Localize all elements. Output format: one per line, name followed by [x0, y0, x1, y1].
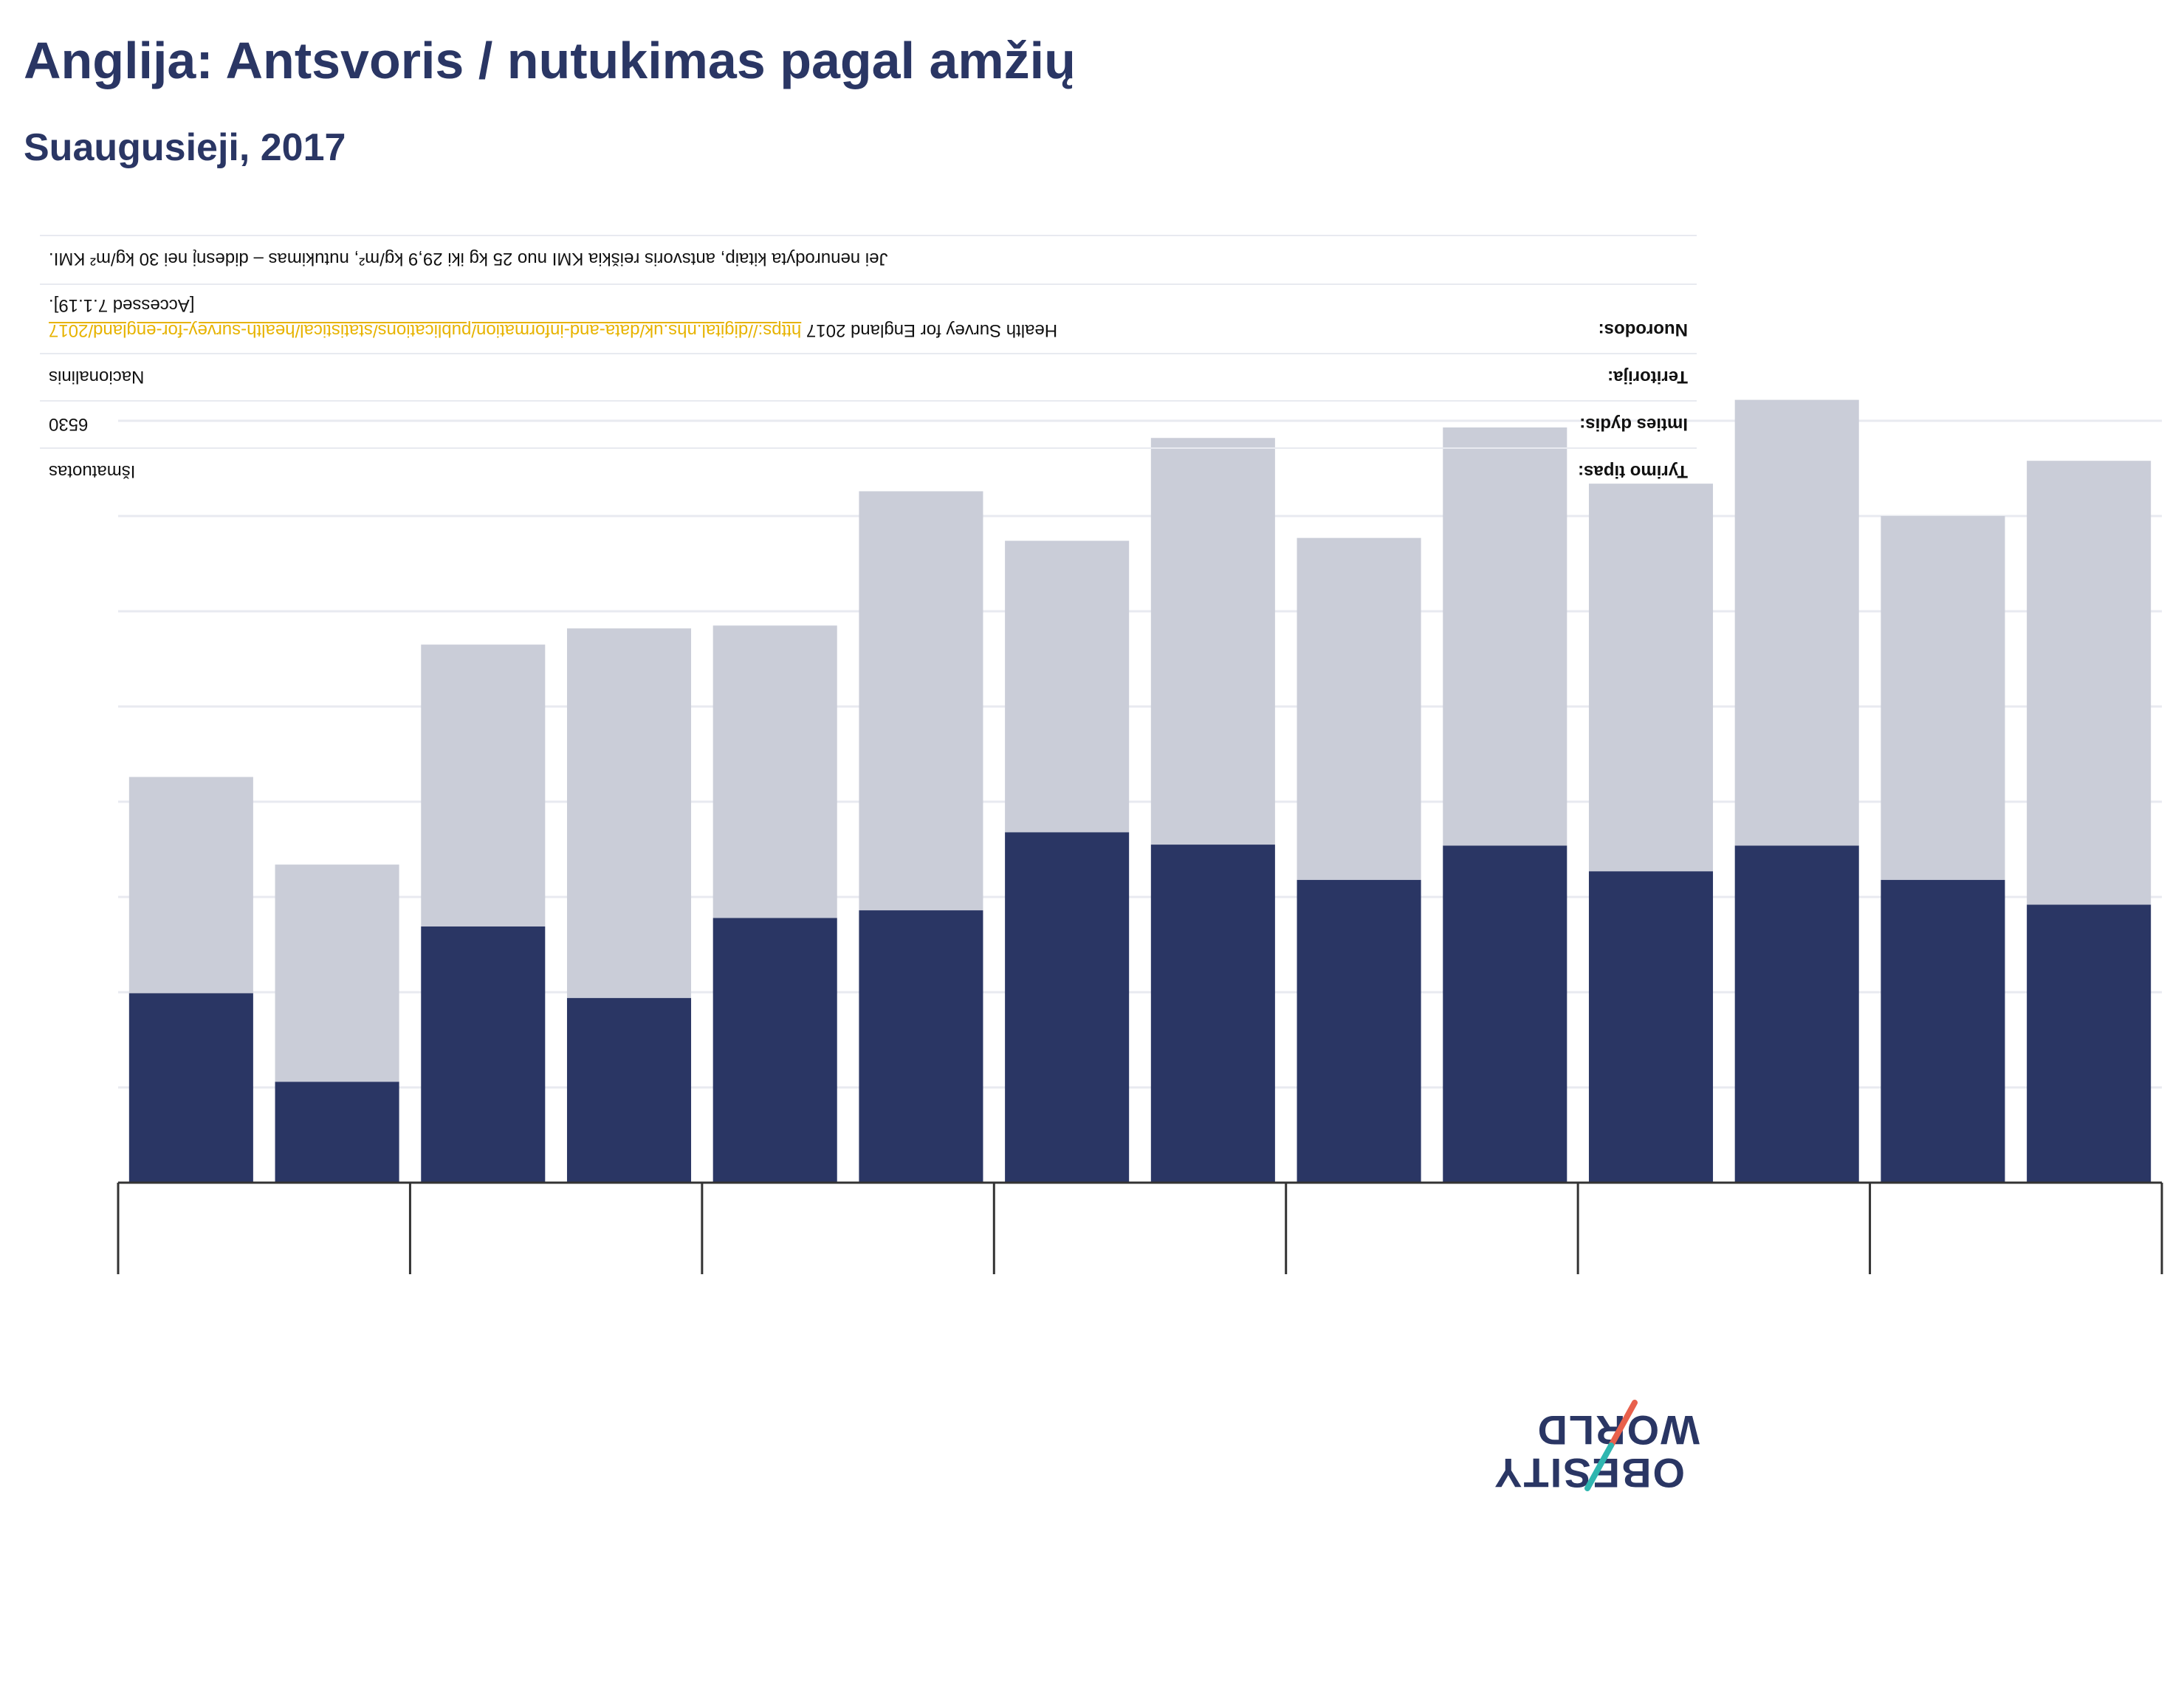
references-label: Nuorodos: — [1598, 320, 1688, 340]
references-link[interactable]: https://digital.nhs.uk/data-and-informat… — [49, 320, 802, 340]
bar-segment-obesity — [1734, 845, 1859, 1183]
references-value: Health Survey for England 2017 https://d… — [49, 292, 1057, 343]
info-row-study: Tyrimo tipas: Išmatuotas — [40, 447, 1697, 495]
bars — [128, 399, 2152, 1183]
bar-segment-obesity — [1150, 845, 1275, 1183]
territory-value: Nacionalinis — [49, 367, 145, 387]
references-accessed: [Accessed 7.1.19]. — [49, 295, 195, 315]
info-row-note: Jei nenurodyta kitaip, antsvoris reiškia… — [40, 235, 1697, 283]
bar-segment-overweight — [566, 628, 692, 998]
note-text: Jei nenurodyta kitaip, antsvoris reiškia… — [49, 249, 888, 269]
territory-label: Teritorija: — [1607, 367, 1688, 387]
bar-segment-overweight — [421, 644, 546, 926]
references-text: Health Survey for England 2017 — [806, 320, 1058, 340]
bar-segment-obesity — [1005, 832, 1130, 1183]
bar-segment-obesity — [2027, 904, 2152, 1183]
bar-segment-obesity — [128, 993, 253, 1183]
bar-segment-overweight — [275, 864, 399, 1082]
sample-value: 6530 — [49, 414, 89, 434]
bar-segment-obesity — [859, 910, 983, 1183]
info-row-sample: Imties dydis: 6530 — [40, 400, 1697, 447]
sample-label: Imties dydis: — [1579, 414, 1688, 434]
bar-segment-overweight — [1150, 438, 1275, 845]
bar-segment-obesity — [712, 918, 837, 1183]
bar-segment-overweight — [1005, 540, 1130, 833]
info-row-territory: Teritorija: Nacionalinis — [40, 353, 1697, 400]
bar-segment-overweight — [712, 625, 837, 918]
bar-segment-obesity — [421, 926, 546, 1183]
x-axis — [117, 1181, 2163, 1274]
bar-segment-overweight — [2027, 461, 2152, 905]
obesity-world-logo: OBESITY WORLD — [1493, 1394, 1703, 1497]
bar-segment-overweight — [128, 777, 253, 994]
logo-slash-icon — [1584, 1400, 1638, 1491]
bar-segment-overweight — [859, 491, 983, 911]
bar-segment-obesity — [1588, 871, 1714, 1183]
study-label: Tyrimo tipas: — [1578, 461, 1688, 481]
bar-segment-obesity — [566, 997, 692, 1183]
info-row-references: Nuorodos: Health Survey for England 2017… — [40, 283, 1697, 353]
info-table: Tyrimo tipas: Išmatuotas Imties dydis: 6… — [40, 233, 1697, 495]
bar-segment-obesity — [1443, 845, 1567, 1183]
bar-segment-obesity — [1881, 879, 2005, 1183]
bar-segment-overweight — [1297, 537, 1421, 880]
chart-subtitle: Suaugusieji, 2017 — [24, 126, 346, 169]
bar-segment-overweight — [1881, 516, 2005, 880]
bar-segment-obesity — [1297, 879, 1421, 1183]
chart-title: Anglija: Antsvoris / nutukimas pagal amž… — [24, 32, 1076, 89]
study-value: Išmatuotas — [49, 461, 136, 481]
bar-segment-obesity — [275, 1082, 399, 1183]
bar-segment-overweight — [1443, 427, 1567, 846]
bar-segment-overweight — [1588, 484, 1714, 872]
bar-segment-overweight — [1734, 399, 1859, 846]
